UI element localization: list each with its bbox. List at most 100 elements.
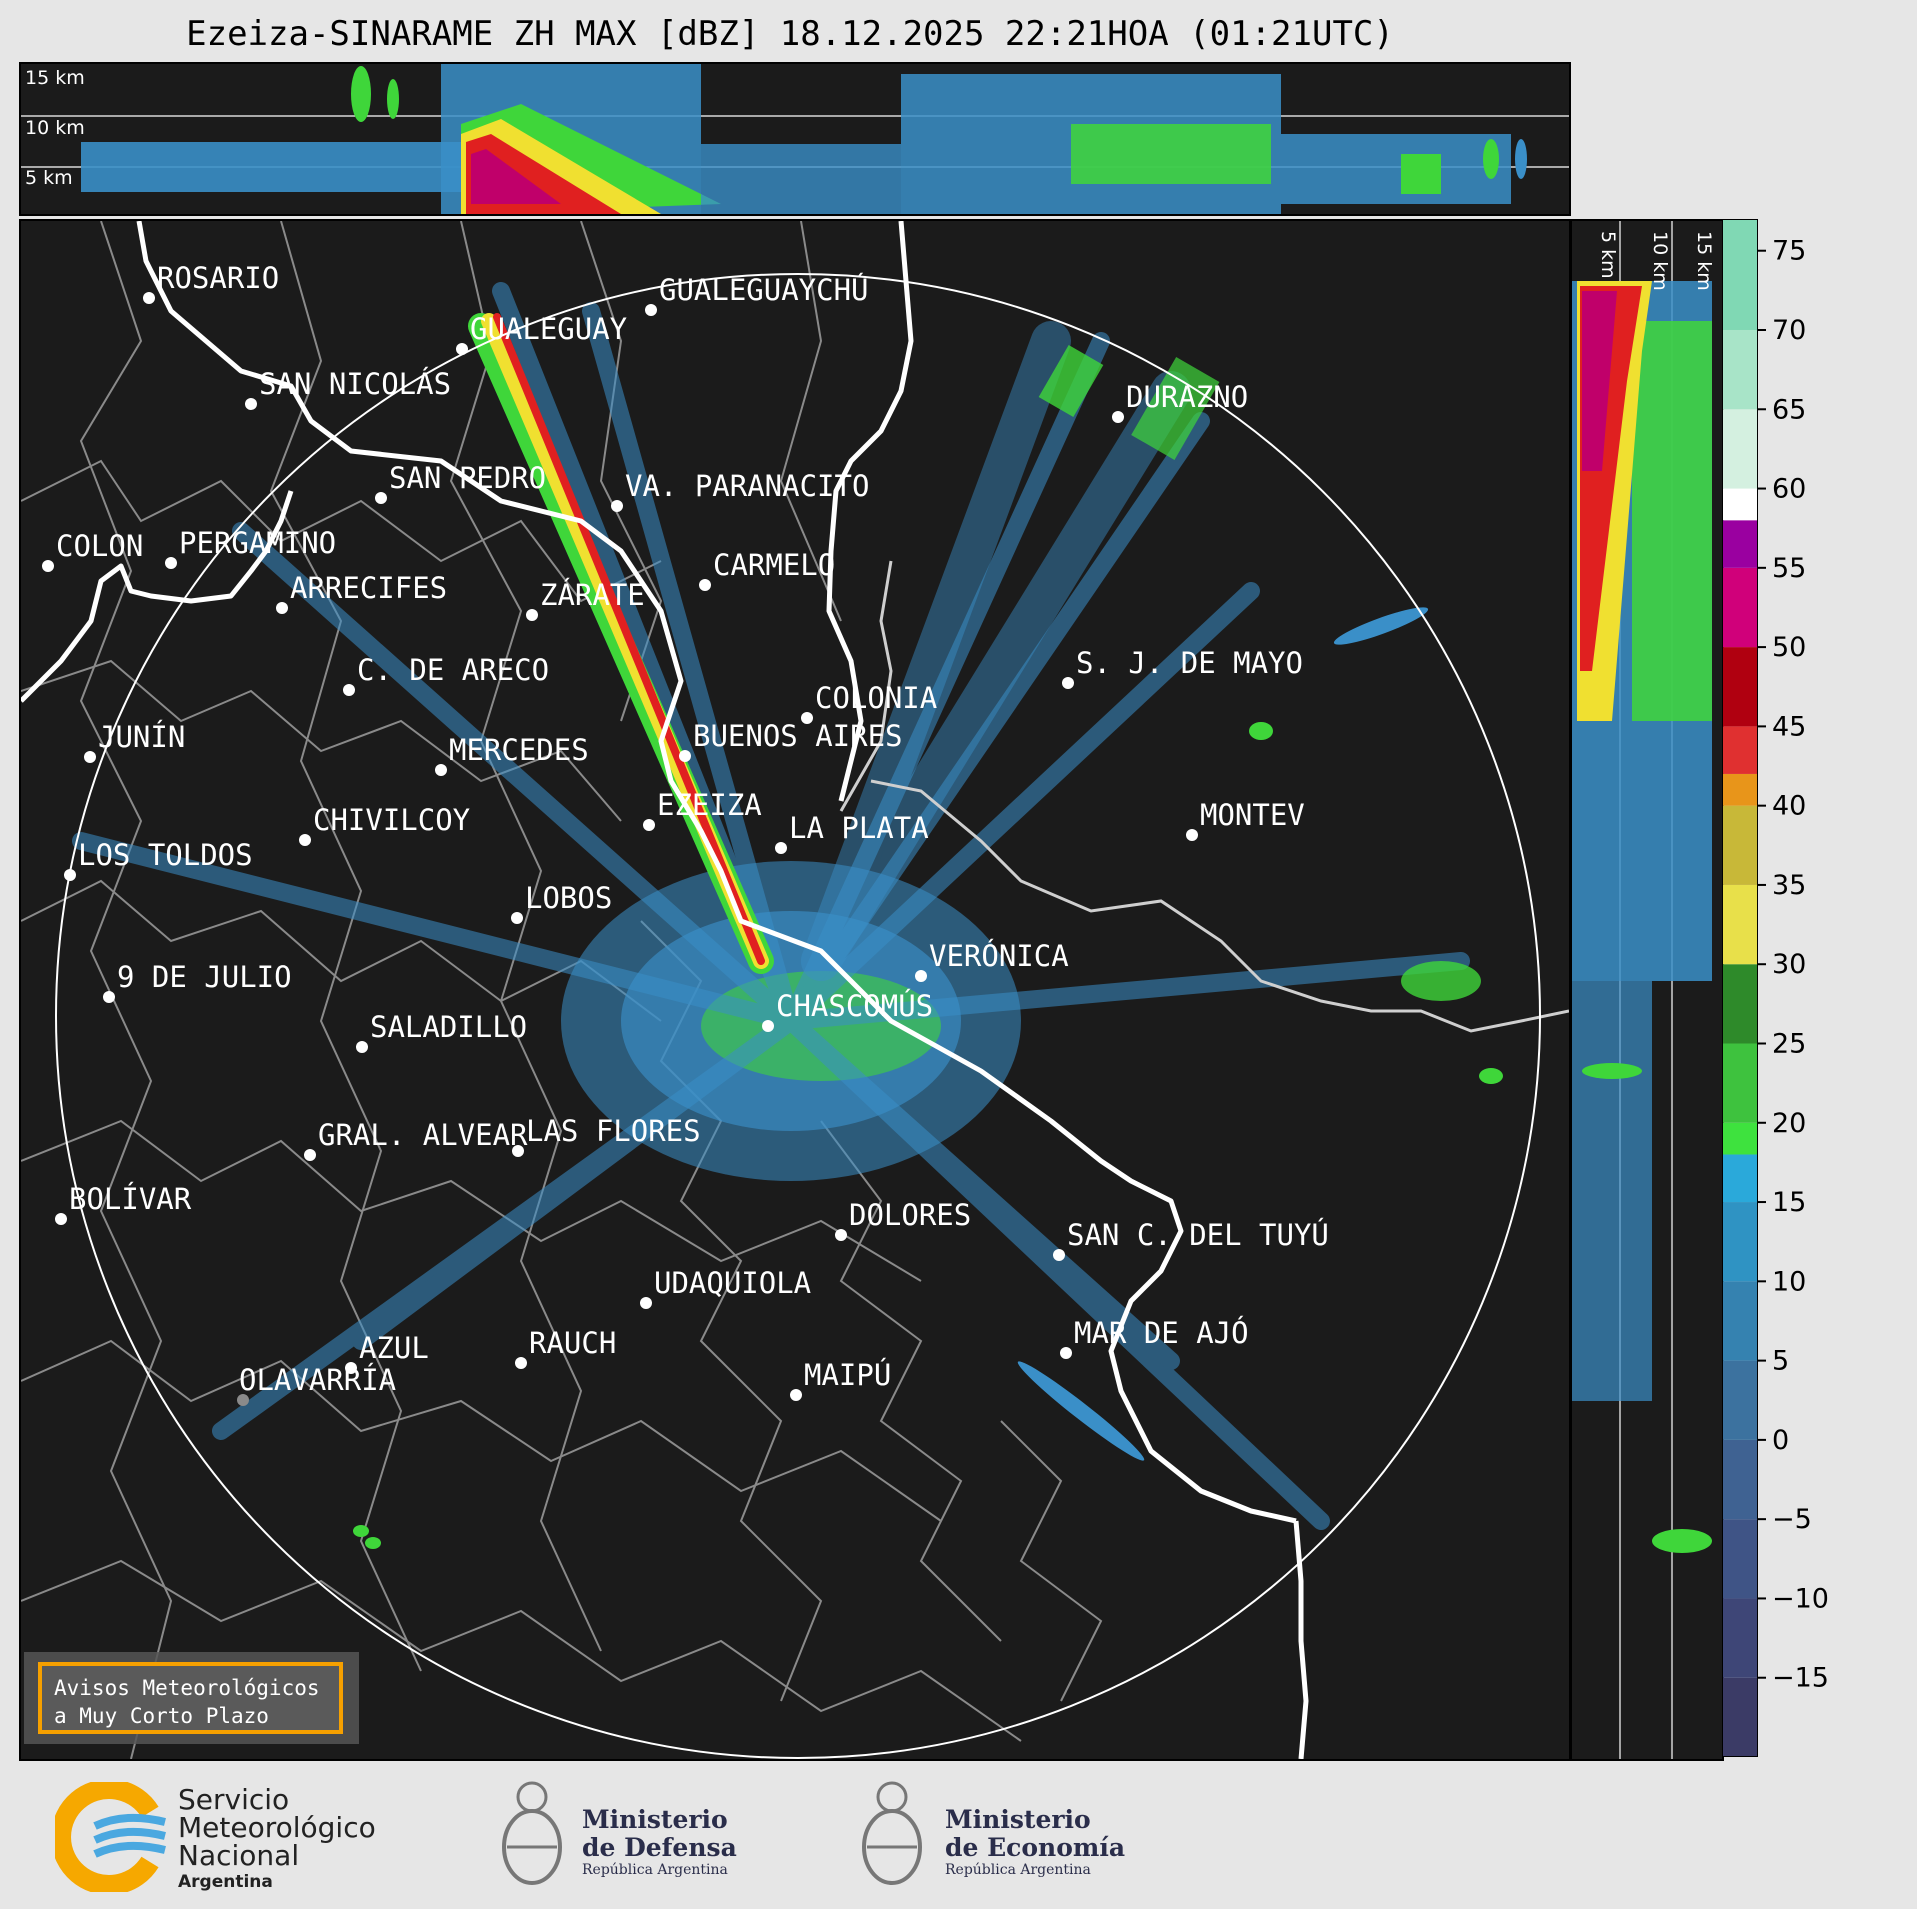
economia-coat-of-arms-icon xyxy=(862,1781,922,1885)
rivers-coastline xyxy=(21,221,1309,1759)
city-31[interactable]: DOLORES xyxy=(835,1198,971,1241)
city-10[interactable]: ARRECIFES xyxy=(276,571,447,614)
colorbar-tick-label: 10 xyxy=(1772,1266,1806,1297)
city-label: ARRECIFES xyxy=(290,571,447,605)
side-alt-label-15: 15 km xyxy=(1693,231,1715,291)
colorbar-band xyxy=(1722,647,1758,727)
city-label: AZUL xyxy=(359,1331,429,1365)
city-34[interactable]: MAR DE AJÓ xyxy=(1060,1316,1249,1359)
city-dot xyxy=(245,398,257,410)
city-label: SAN C. DEL TUYÚ xyxy=(1067,1218,1329,1252)
colorbar-band xyxy=(1722,520,1758,568)
colorbar-band xyxy=(1722,1519,1758,1599)
colorbar-band xyxy=(1722,1598,1758,1678)
district-borders xyxy=(21,221,1103,1759)
city-24[interactable]: VERÓNICA xyxy=(915,939,1069,982)
city-label: S. J. DE MAYO xyxy=(1076,646,1303,680)
colorbar-tick-label: 75 xyxy=(1772,236,1806,267)
city-29[interactable]: LAS FLORES xyxy=(512,1114,701,1157)
defensa-coat-of-arms-icon xyxy=(502,1781,562,1885)
city-dot xyxy=(1062,677,1074,689)
city-7[interactable]: COLON xyxy=(42,529,143,572)
city-26[interactable]: CHASCOMÚS xyxy=(762,989,933,1032)
avisos-badge[interactable]: Avisos Meteorológicos a Muy Corto Plazo xyxy=(38,1662,343,1734)
side-alt-label-5: 5 km xyxy=(1597,231,1619,279)
city-20[interactable]: CHIVILCOY xyxy=(299,803,470,846)
city-27[interactable]: SALADILLO xyxy=(356,1010,527,1053)
city-4[interactable]: DURAZNO xyxy=(1112,380,1248,423)
city-dot xyxy=(143,292,155,304)
city-2[interactable]: GUALEGUAY xyxy=(456,312,627,355)
radar-echoes xyxy=(72,282,1503,1549)
city-13[interactable]: C. DE ARECO xyxy=(343,653,549,696)
city-0[interactable]: ROSARIO xyxy=(143,261,279,304)
city-16[interactable]: BUENOS AIRES xyxy=(679,719,903,762)
colorbar-band xyxy=(1722,964,1758,1044)
range-ring xyxy=(55,273,1541,1759)
colorbar-tick-label: −5 xyxy=(1772,1504,1812,1535)
city-37[interactable]: OLAVARRÍA xyxy=(237,1363,396,1406)
colorbar-tick-label: 15 xyxy=(1772,1187,1806,1218)
city-3[interactable]: SAN NICOLÁS xyxy=(245,367,451,410)
city-38[interactable]: MAIPÚ xyxy=(790,1358,891,1401)
city-dot xyxy=(640,1297,652,1309)
city-6[interactable]: VA. PARANACITO xyxy=(611,469,869,512)
city-dot xyxy=(375,492,387,504)
city-21[interactable]: LA PLATA xyxy=(775,811,929,854)
colorbar-band xyxy=(1722,1043,1758,1123)
colorbar-band xyxy=(1722,1122,1758,1155)
uruguay-coast xyxy=(839,560,1569,1033)
city-dot xyxy=(775,842,787,854)
smn-logo-text: Servicio Meteorológico Nacional xyxy=(178,1786,376,1870)
colorbar-band xyxy=(1722,1439,1758,1520)
city-label: GUALEGUAY xyxy=(470,312,627,346)
city-label: LOBOS xyxy=(525,881,612,915)
city-28[interactable]: GRAL. ALVEAR xyxy=(304,1118,528,1161)
city-22[interactable]: LOS TOLDOS xyxy=(64,838,253,881)
city-label: SAN PEDRO xyxy=(389,461,546,495)
city-12[interactable]: S. J. DE MAYO xyxy=(1062,646,1303,689)
city-dot xyxy=(511,912,523,924)
city-36[interactable]: RAUCH xyxy=(515,1326,616,1369)
city-label: RAUCH xyxy=(529,1326,616,1360)
city-19[interactable]: MONTEV xyxy=(1186,798,1305,841)
city-dot xyxy=(1053,1249,1065,1261)
colorbar-tick-label: 35 xyxy=(1772,870,1806,901)
radar-map[interactable]: ROSARIO GUALEGUAYCHÚ GUALEGUAY SAN NICOLÁS D… xyxy=(19,219,1571,1761)
colorbar-band xyxy=(1722,726,1758,774)
city-5[interactable]: SAN PEDRO xyxy=(375,461,546,504)
city-dot xyxy=(915,970,927,982)
economia-logo-text: Ministerio de Economía xyxy=(945,1806,1125,1862)
city-dot xyxy=(790,1389,802,1401)
city-dot xyxy=(515,1357,527,1369)
city-15[interactable]: JUNÍN xyxy=(84,720,185,763)
city-35[interactable]: AZUL xyxy=(345,1331,429,1374)
city-23[interactable]: LOBOS xyxy=(511,881,612,924)
city-dot xyxy=(299,834,311,846)
colorbar-band xyxy=(1722,1360,1758,1440)
economia-logo-sub: República Argentina xyxy=(945,1862,1091,1878)
city-label: SAN NICOLÁS xyxy=(259,367,451,401)
city-9[interactable]: CARMELO xyxy=(699,548,835,591)
city-30[interactable]: BOLÍVAR xyxy=(55,1182,192,1225)
city-17[interactable]: MERCEDES xyxy=(435,733,589,776)
city-label: COLON xyxy=(56,529,143,563)
city-label: MAIPÚ xyxy=(804,1358,891,1392)
city-8[interactable]: PERGAMINO xyxy=(165,526,336,569)
city-label: OLAVARRÍA xyxy=(239,1363,396,1397)
city-dot xyxy=(762,1020,774,1032)
city-25[interactable]: 9 DE JULIO xyxy=(103,960,292,1003)
city-11[interactable]: ZÁRATE xyxy=(526,578,645,621)
city-dot xyxy=(1060,1347,1072,1359)
city-markers: ROSARIO GUALEGUAYCHÚ GUALEGUAY SAN NICOLÁS D… xyxy=(42,261,1329,1406)
city-label: VERÓNICA xyxy=(929,939,1069,973)
city-dot xyxy=(42,560,54,572)
city-dot xyxy=(103,991,115,1003)
colorbar-tick-label: 40 xyxy=(1772,791,1806,822)
city-18[interactable]: EZEIZA xyxy=(643,788,762,831)
city-14[interactable]: COLONIA xyxy=(801,681,937,724)
city-32[interactable]: SAN C. DEL TUYÚ xyxy=(1053,1218,1329,1261)
city-33[interactable]: UDAQUIOLA xyxy=(640,1266,811,1309)
city-1[interactable]: GUALEGUAYCHÚ xyxy=(645,273,869,316)
city-label: 9 DE JULIO xyxy=(117,960,292,994)
